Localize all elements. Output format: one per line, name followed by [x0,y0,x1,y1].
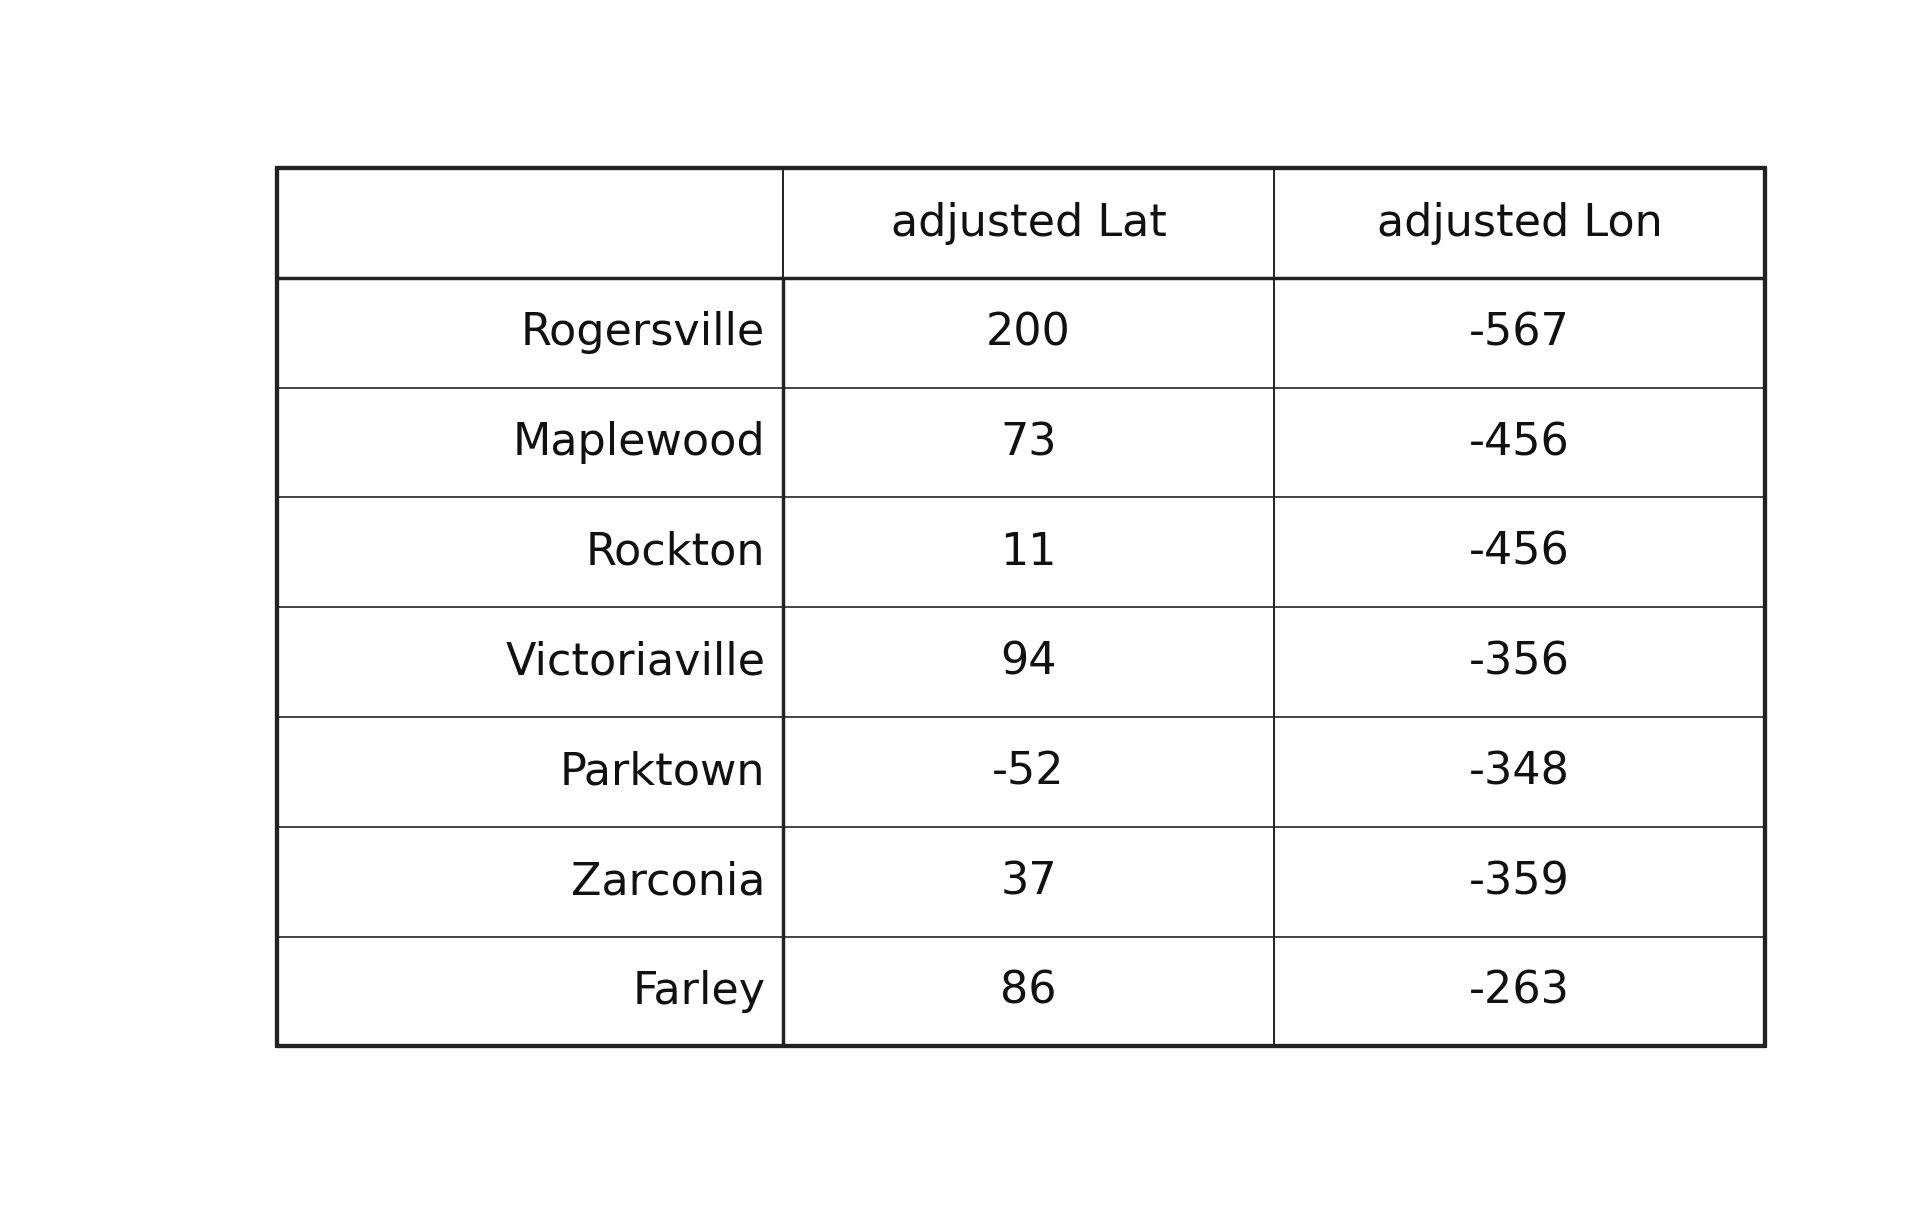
Bar [783,608,1275,718]
Text: Rockton: Rockton [586,530,766,574]
Text: -356: -356 [1469,640,1571,684]
Bar [276,278,783,388]
Text: Farley: Farley [632,970,766,1012]
Bar [1275,826,1764,936]
Bar [1275,718,1764,826]
Bar [1275,388,1764,498]
Text: 37: 37 [1000,860,1056,904]
Bar [1275,608,1764,718]
Text: -263: -263 [1469,970,1571,1012]
Bar [783,826,1275,936]
Text: adjusted Lat: adjusted Lat [891,202,1167,244]
Text: 200: 200 [987,312,1071,354]
Text: -359: -359 [1469,860,1571,904]
Bar [1275,278,1764,388]
Bar [783,936,1275,1046]
Bar [276,168,783,278]
Bar [276,388,783,498]
Bar [783,278,1275,388]
Bar [276,936,783,1046]
Text: Rogersville: Rogersville [520,312,766,354]
Text: adjusted Lon: adjusted Lon [1377,202,1663,244]
Bar [1275,168,1764,278]
Text: 11: 11 [1000,530,1056,574]
Text: 73: 73 [1000,422,1056,464]
Text: -567: -567 [1469,312,1571,354]
Text: 94: 94 [1000,640,1056,684]
Bar [783,388,1275,498]
Text: -348: -348 [1469,750,1571,794]
Bar [1275,936,1764,1046]
Bar [1275,498,1764,608]
Text: -456: -456 [1469,422,1571,464]
Text: Zarconia: Zarconia [570,860,766,904]
Text: Victoriaville: Victoriaville [505,640,766,684]
Bar [783,718,1275,826]
Bar [276,826,783,936]
Bar [783,498,1275,608]
Text: Parktown: Parktown [561,750,766,794]
Bar [276,718,783,826]
Bar [783,168,1275,278]
Bar [276,608,783,718]
Text: 86: 86 [1000,970,1056,1012]
Text: -52: -52 [993,750,1066,794]
Text: -456: -456 [1469,530,1571,574]
Text: Maplewood: Maplewood [513,422,766,464]
Bar [276,498,783,608]
